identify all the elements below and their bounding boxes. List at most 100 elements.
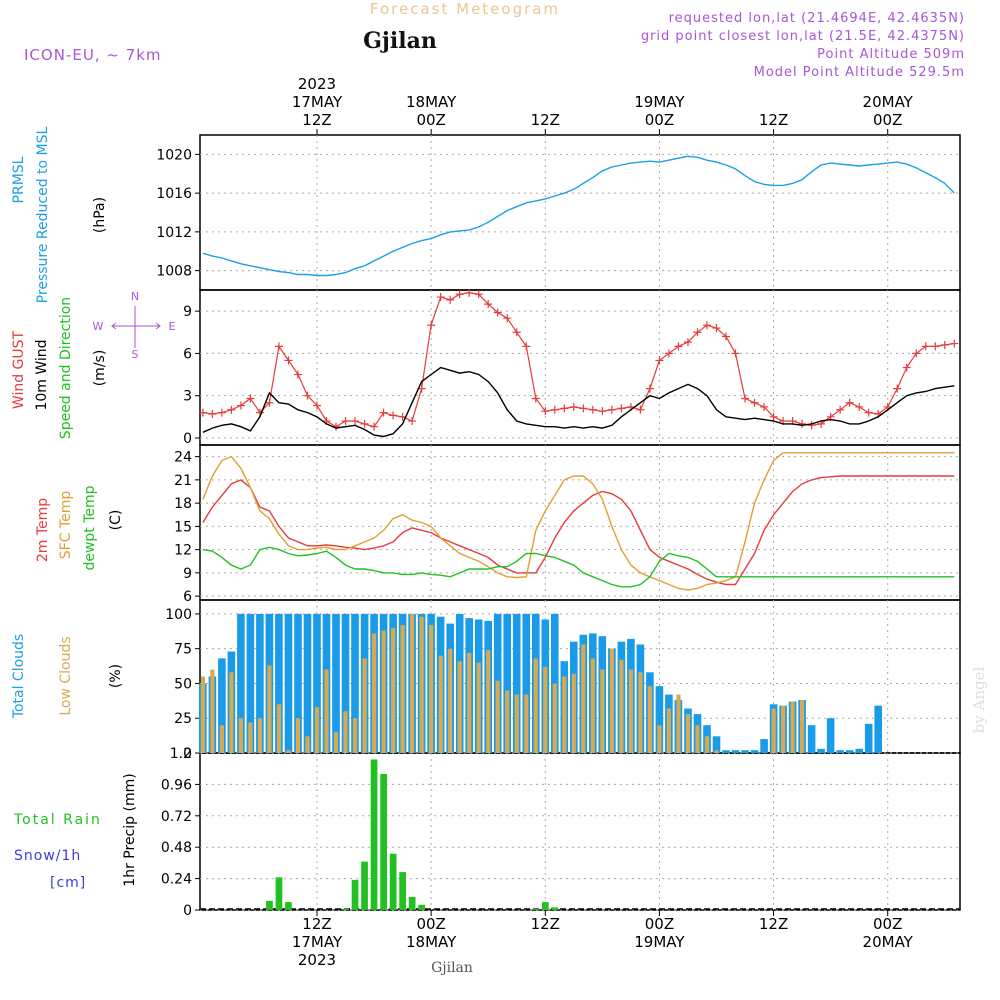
plots-layer: 1008 1012 1016 1020 0 3 6 9 6 9 12 15 18 21 24 0 25 50 75 1… <box>156 75 961 969</box>
bottom-time-label: 12Z <box>302 915 331 933</box>
y-tick-label: 21 <box>174 473 192 489</box>
y-tick-label: 24 <box>174 450 192 466</box>
low-cloud-bar <box>695 725 700 753</box>
bottom-time-label: 17MAY <box>292 933 343 951</box>
total-cloud-bar <box>817 748 825 753</box>
low-cloud-bar <box>448 648 453 753</box>
gust-marker <box>436 293 445 302</box>
low-cloud-bar <box>324 669 329 753</box>
gust-marker <box>465 288 474 297</box>
low-cloud-bar <box>524 694 529 753</box>
low-cloud-bar <box>609 648 614 753</box>
low-cloud-bar <box>219 725 224 753</box>
low-cloud-bar <box>790 701 795 753</box>
gust-marker <box>236 401 245 410</box>
gust-marker <box>550 405 559 414</box>
low-cloud-bar <box>704 736 710 753</box>
y-tick-label: 75 <box>174 642 192 658</box>
low-cloud-bar <box>438 655 443 753</box>
pressure-unit-label: (hPa) <box>92 197 108 233</box>
low-cloud-bar <box>581 644 586 753</box>
y-tick-label: 0.24 <box>161 872 192 888</box>
gust-marker <box>598 407 607 416</box>
gust-marker <box>303 391 312 400</box>
gust-marker <box>351 417 360 426</box>
low-cloud-bar <box>457 661 462 753</box>
top-time-label: 20MAY <box>863 93 914 111</box>
compass-east-label: E <box>169 320 176 333</box>
requested-coords: requested lon,lat (21.4694E, 42.4635N) <box>669 11 965 26</box>
gust-marker <box>950 339 959 348</box>
low-cloud-bar <box>505 690 510 753</box>
gust-marker <box>198 408 207 417</box>
gust-marker <box>940 340 949 349</box>
y-tick-label: 9 <box>183 304 192 320</box>
dewpt-line <box>202 546 955 588</box>
y-tick-label: 1012 <box>156 225 192 241</box>
low-cloud-bar <box>590 658 595 753</box>
total-cloud-bar <box>218 658 226 753</box>
gust-marker <box>522 342 531 351</box>
y-tick-label: 50 <box>174 676 192 692</box>
gust-marker <box>227 405 236 414</box>
gust-marker <box>246 394 255 403</box>
gust-marker <box>702 321 711 330</box>
y-tick-label: 1008 <box>156 264 192 280</box>
gust-marker <box>274 342 283 351</box>
low-cloud-bar <box>533 658 538 753</box>
top-time-label: 00Z <box>416 111 445 129</box>
low-cloud-bar <box>391 627 396 753</box>
low-cloud-bar <box>372 633 377 753</box>
sfc-temp-line <box>202 452 955 591</box>
total-cloud-bar <box>750 750 759 753</box>
bottom-time-label: 12Z <box>531 915 560 933</box>
total-cloud-bar <box>512 613 521 753</box>
total-cloud-bar <box>741 750 749 753</box>
low-cloud-bar <box>476 662 481 753</box>
wind-speed-dir-label: Speed and Direction <box>58 297 74 439</box>
total-cloud-bar <box>655 686 664 753</box>
total-cloud-bar <box>294 613 302 753</box>
gust-marker <box>664 349 673 358</box>
total-cloud-bar <box>522 613 531 753</box>
gust-marker <box>579 404 588 413</box>
model-altitude: Model Point Altitude 529.5m <box>754 65 965 80</box>
y-tick-label: 0.96 <box>161 777 192 793</box>
compass-west-label: W <box>93 320 104 333</box>
top-time-label: 2023 <box>298 75 336 93</box>
snow-unit-label: [cm] <box>50 875 86 891</box>
gust-marker <box>836 405 845 414</box>
gust-marker <box>931 342 940 351</box>
low-cloud-bar <box>362 658 367 753</box>
low-cloud-bar <box>495 680 500 753</box>
low-cloud-bar <box>353 718 358 753</box>
low-cloud-bar <box>381 630 386 753</box>
y-tick-label: 0 <box>183 746 192 762</box>
bottom-time-label: 18MAY <box>406 933 457 951</box>
gust-marker <box>588 405 597 414</box>
bottom-time-label: 19MAY <box>634 933 685 951</box>
gust-marker <box>341 417 350 426</box>
gust-marker <box>731 349 740 358</box>
total-cloud-bar <box>874 705 882 753</box>
precip-bar <box>532 908 540 910</box>
gust-marker <box>750 398 759 407</box>
low-cloud-bar <box>619 659 624 753</box>
low-cloud-bar <box>238 718 243 753</box>
pressure-line <box>202 155 955 277</box>
low-cloud-bar <box>467 652 472 753</box>
grid-point-coords: grid point closest lon,lat (21.5E, 42.43… <box>641 29 965 44</box>
y-tick-label: 6 <box>183 589 192 605</box>
gust-marker <box>807 421 816 430</box>
precip-bar <box>399 872 406 910</box>
total-cloud-bar <box>246 613 255 753</box>
top-time-label: 19MAY <box>634 93 685 111</box>
total-cloud-bar <box>313 613 321 753</box>
gust-marker <box>379 408 388 417</box>
bottom-time-label: 20MAY <box>863 933 914 951</box>
wind10-line <box>202 366 955 438</box>
low-cloud-bar <box>486 650 491 753</box>
total-cloud-bar <box>332 613 340 753</box>
gust-marker <box>493 308 502 317</box>
low-cloud-bar <box>685 714 691 753</box>
